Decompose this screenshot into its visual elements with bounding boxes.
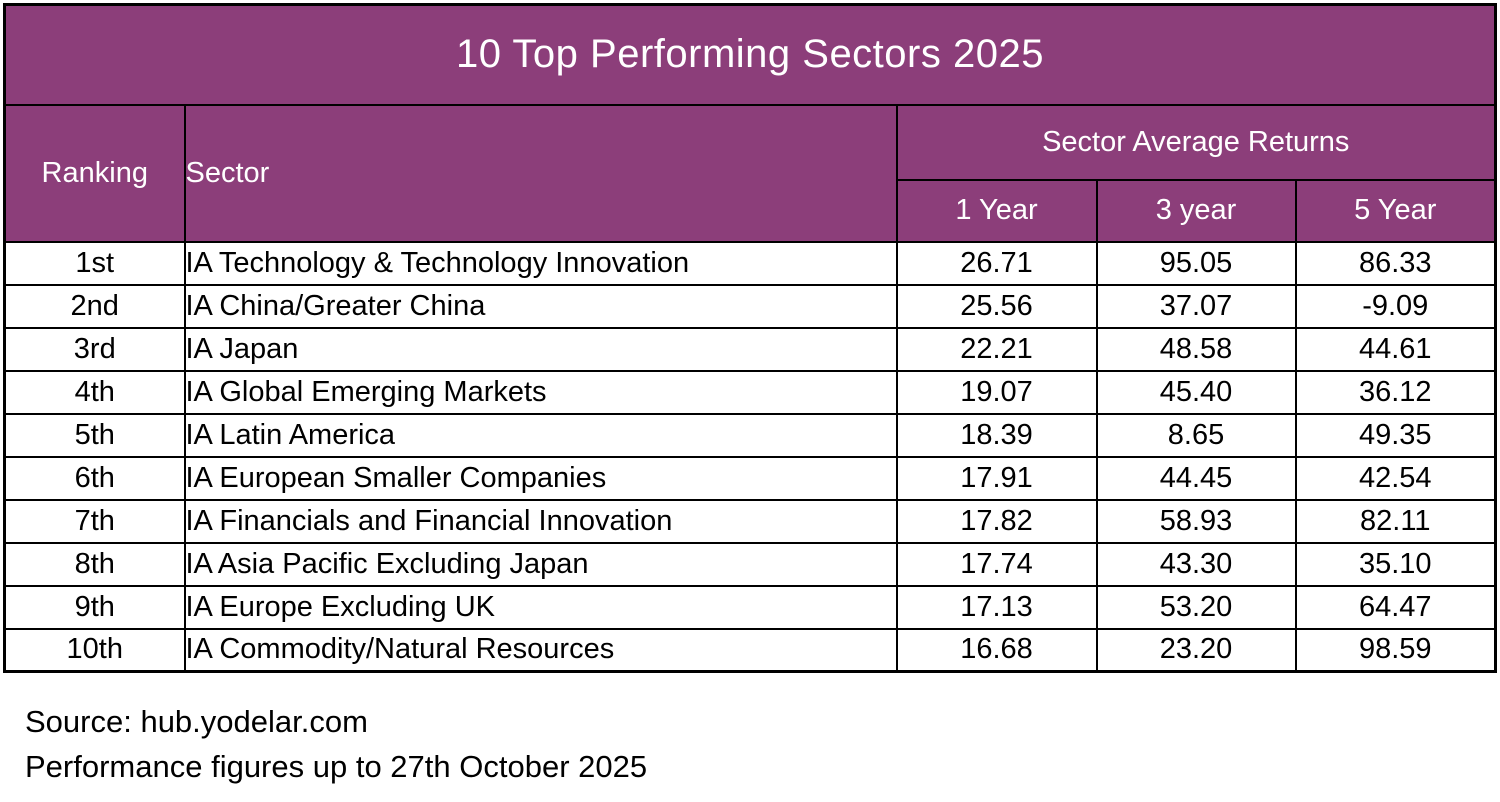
table-row: 1st IA Technology & Technology Innovatio… [3,240,1497,286]
column-header-1-year: 1 Year [895,178,1098,243]
five-year-cell: 35.10 [1294,541,1497,587]
five-year-cell: 42.54 [1294,455,1497,501]
title-row: 10 Top Performing Sectors 2025 [3,3,1497,106]
rank-cell: 6th [3,455,186,501]
sector-cell: IA European Smaller Companies [183,455,898,501]
table-row: 5th IA Latin America 18.39 8.65 49.35 [3,412,1497,458]
rank-cell: 7th [3,498,186,544]
three-year-cell: 95.05 [1095,240,1297,286]
three-year-cell: 43.30 [1095,541,1297,587]
three-year-cell: 37.07 [1095,283,1297,329]
table-title: 10 Top Performing Sectors 2025 [3,3,1497,106]
source-text: Source: hub.yodelar.com [25,704,368,739]
five-year-cell: -9.09 [1294,283,1497,329]
one-year-cell: 17.82 [895,498,1098,544]
table-row: 8th IA Asia Pacific Excluding Japan 17.7… [3,541,1497,587]
one-year-cell: 16.68 [895,627,1098,673]
sector-cell: IA Asia Pacific Excluding Japan [183,541,898,587]
one-year-cell: 22.21 [895,326,1098,372]
five-year-cell: 98.59 [1294,627,1497,673]
table-row: 9th IA Europe Excluding UK 17.13 53.20 6… [3,584,1497,630]
three-year-cell: 8.65 [1095,412,1297,458]
page: 10 Top Performing Sectors 2025 Ranking S… [0,3,1500,802]
one-year-cell: 17.13 [895,584,1098,630]
one-year-cell: 25.56 [895,283,1098,329]
table-row: 10th IA Commodity/Natural Resources 16.6… [3,627,1497,673]
sector-cell: IA Europe Excluding UK [183,584,898,630]
three-year-cell: 48.58 [1095,326,1297,372]
table-row: 7th IA Financials and Financial Innovati… [3,498,1497,544]
column-group-header-sector-average-returns: Sector Average Returns [895,103,1497,181]
table-row: 6th IA European Smaller Companies 17.91 … [3,455,1497,501]
three-year-cell: 58.93 [1095,498,1297,544]
five-year-cell: 64.47 [1294,584,1497,630]
table-row: 4th IA Global Emerging Markets 19.07 45.… [3,369,1497,415]
sector-cell: IA Latin America [183,412,898,458]
one-year-cell: 17.74 [895,541,1098,587]
three-year-cell: 53.20 [1095,584,1297,630]
three-year-cell: 44.45 [1095,455,1297,501]
footer: Source: hub.yodelar.com Performance figu… [25,699,1500,789]
five-year-cell: 86.33 [1294,240,1497,286]
one-year-cell: 18.39 [895,412,1098,458]
one-year-cell: 26.71 [895,240,1098,286]
five-year-cell: 49.35 [1294,412,1497,458]
rank-cell: 5th [3,412,186,458]
rank-cell: 4th [3,369,186,415]
performance-note-text: Performance figures up to 27th October 2… [25,749,648,784]
sector-cell: IA Commodity/Natural Resources [183,627,898,673]
rank-cell: 2nd [3,283,186,329]
rank-cell: 10th [3,627,186,673]
one-year-cell: 19.07 [895,369,1098,415]
table-row: 3rd IA Japan 22.21 48.58 44.61 [3,326,1497,372]
three-year-cell: 23.20 [1095,627,1297,673]
sector-cell: IA China/Greater China [183,283,898,329]
rank-cell: 9th [3,584,186,630]
column-header-ranking: Ranking [3,103,186,243]
sector-cell: IA Japan [183,326,898,372]
header-row-top: Ranking Sector Sector Average Returns [3,103,1497,243]
sector-cell: IA Global Emerging Markets [183,369,898,415]
rank-cell: 3rd [3,326,186,372]
five-year-cell: 36.12 [1294,369,1497,415]
table-row: 2nd IA China/Greater China 25.56 37.07 -… [3,283,1497,329]
one-year-cell: 17.91 [895,455,1098,501]
rank-cell: 1st [3,240,186,286]
five-year-cell: 82.11 [1294,498,1497,544]
header-row-periods: 1 Year 3 year 5 Year [5,178,1497,243]
column-header-sector: Sector [183,103,898,243]
sector-cell: IA Financials and Financial Innovation [183,498,898,544]
top-sectors-table: 10 Top Performing Sectors 2025 Ranking S… [3,3,1497,673]
three-year-cell: 45.40 [1095,369,1297,415]
column-header-5-year: 5 Year [1294,178,1497,243]
sector-cell: IA Technology & Technology Innovation [183,240,898,286]
column-header-3-year: 3 year [1095,178,1297,243]
five-year-cell: 44.61 [1294,326,1497,372]
rank-cell: 8th [3,541,186,587]
